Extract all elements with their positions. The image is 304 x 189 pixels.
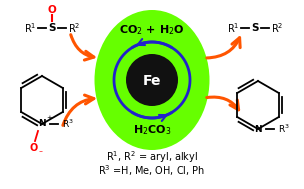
Text: $^-$: $^-$ [37, 149, 43, 155]
Text: N: N [38, 119, 46, 129]
Text: CO$_2$ + H$_2$O: CO$_2$ + H$_2$O [119, 23, 185, 37]
Text: S: S [48, 23, 56, 33]
Text: S: S [251, 23, 259, 33]
Text: Fe: Fe [143, 74, 161, 88]
Text: R$^2$: R$^2$ [68, 21, 80, 35]
Text: O: O [30, 143, 38, 153]
Text: R$^1$: R$^1$ [227, 21, 239, 35]
Text: H$_2$CO$_3$: H$_2$CO$_3$ [133, 123, 171, 137]
Text: N: N [254, 125, 262, 133]
Text: R$^3$: R$^3$ [62, 118, 74, 130]
Text: R$^1$, R$^2$ = aryl, alkyl: R$^1$, R$^2$ = aryl, alkyl [106, 149, 198, 165]
Ellipse shape [95, 10, 209, 150]
Text: R$^3$: R$^3$ [278, 123, 290, 135]
Text: R$^1$: R$^1$ [24, 21, 36, 35]
Text: R$^3$ =H, Me, OH, Cl, Ph: R$^3$ =H, Me, OH, Cl, Ph [98, 164, 206, 178]
Circle shape [126, 54, 178, 106]
Text: R$^2$: R$^2$ [271, 21, 283, 35]
Text: O: O [48, 5, 56, 15]
Text: +: + [46, 115, 52, 121]
